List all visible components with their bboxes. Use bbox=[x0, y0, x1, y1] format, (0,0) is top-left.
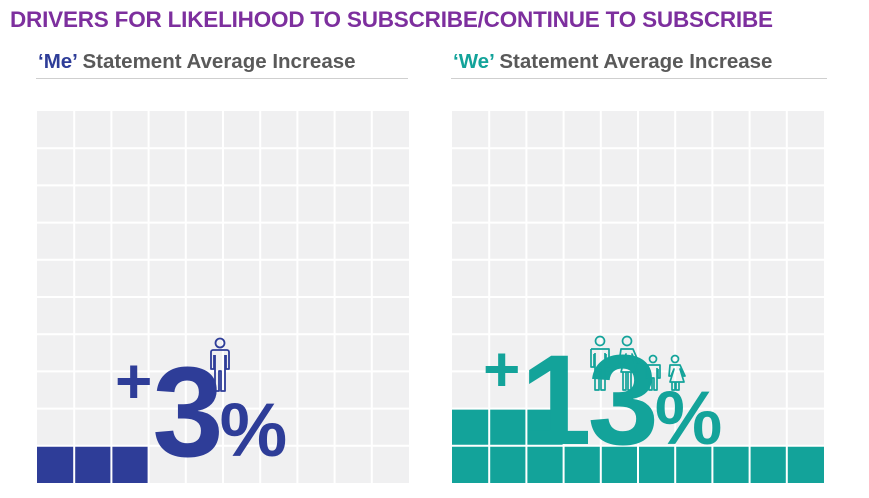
me-plus-sign: + bbox=[115, 345, 153, 417]
we-filled-cell bbox=[452, 445, 490, 483]
we-subtitle-rest: Statement Average Increase bbox=[493, 50, 773, 73]
we-grid-lines bbox=[452, 111, 824, 483]
page-title: DRIVERS FOR LIKELIHOOD TO SUBSCRIBE/CONT… bbox=[10, 7, 773, 32]
we-filled-cell bbox=[489, 445, 527, 483]
me-percent-sign: % bbox=[219, 388, 288, 473]
we-filled-cell bbox=[675, 445, 713, 483]
we-plus-sign: + bbox=[483, 333, 521, 405]
we-filled-cell bbox=[786, 445, 824, 483]
we-filled-cells bbox=[452, 111, 824, 483]
we-filled-cell bbox=[452, 408, 490, 446]
we-filled-cell bbox=[600, 445, 638, 483]
me-subtitle: ‘Me’ Statement Average Increase bbox=[38, 50, 356, 74]
we-grid-panel: +13% bbox=[452, 111, 824, 483]
me-filled-cell bbox=[37, 445, 75, 483]
we-divider bbox=[451, 78, 827, 79]
me-divider bbox=[36, 78, 408, 79]
me-subtitle-rest: Statement Average Increase bbox=[76, 50, 356, 73]
we-filled-cell bbox=[526, 445, 564, 483]
me-filled-cell bbox=[111, 445, 149, 483]
we-filled-cell bbox=[563, 445, 601, 483]
we-percentage-value: +13% bbox=[483, 337, 722, 465]
family-icon bbox=[590, 335, 686, 391]
we-subtitle-key: ‘We’ bbox=[453, 50, 494, 73]
single-person-icon bbox=[210, 337, 230, 392]
we-filled-cell bbox=[712, 445, 750, 483]
we-number: 13 bbox=[520, 329, 658, 472]
we-filled-cell bbox=[749, 445, 787, 483]
me-grid-lines bbox=[37, 111, 409, 483]
we-filled-cell bbox=[638, 445, 676, 483]
we-filled-cell bbox=[526, 408, 564, 446]
we-percent-sign: % bbox=[654, 376, 723, 461]
we-subtitle: ‘We’ Statement Average Increase bbox=[453, 50, 772, 74]
me-subtitle-key: ‘Me’ bbox=[38, 50, 77, 73]
me-grid-panel: +3% bbox=[37, 111, 409, 483]
we-filled-cell bbox=[489, 408, 527, 446]
me-filled-cells bbox=[37, 111, 409, 483]
me-percentage-value: +3% bbox=[115, 349, 287, 477]
me-filled-cell bbox=[74, 445, 112, 483]
